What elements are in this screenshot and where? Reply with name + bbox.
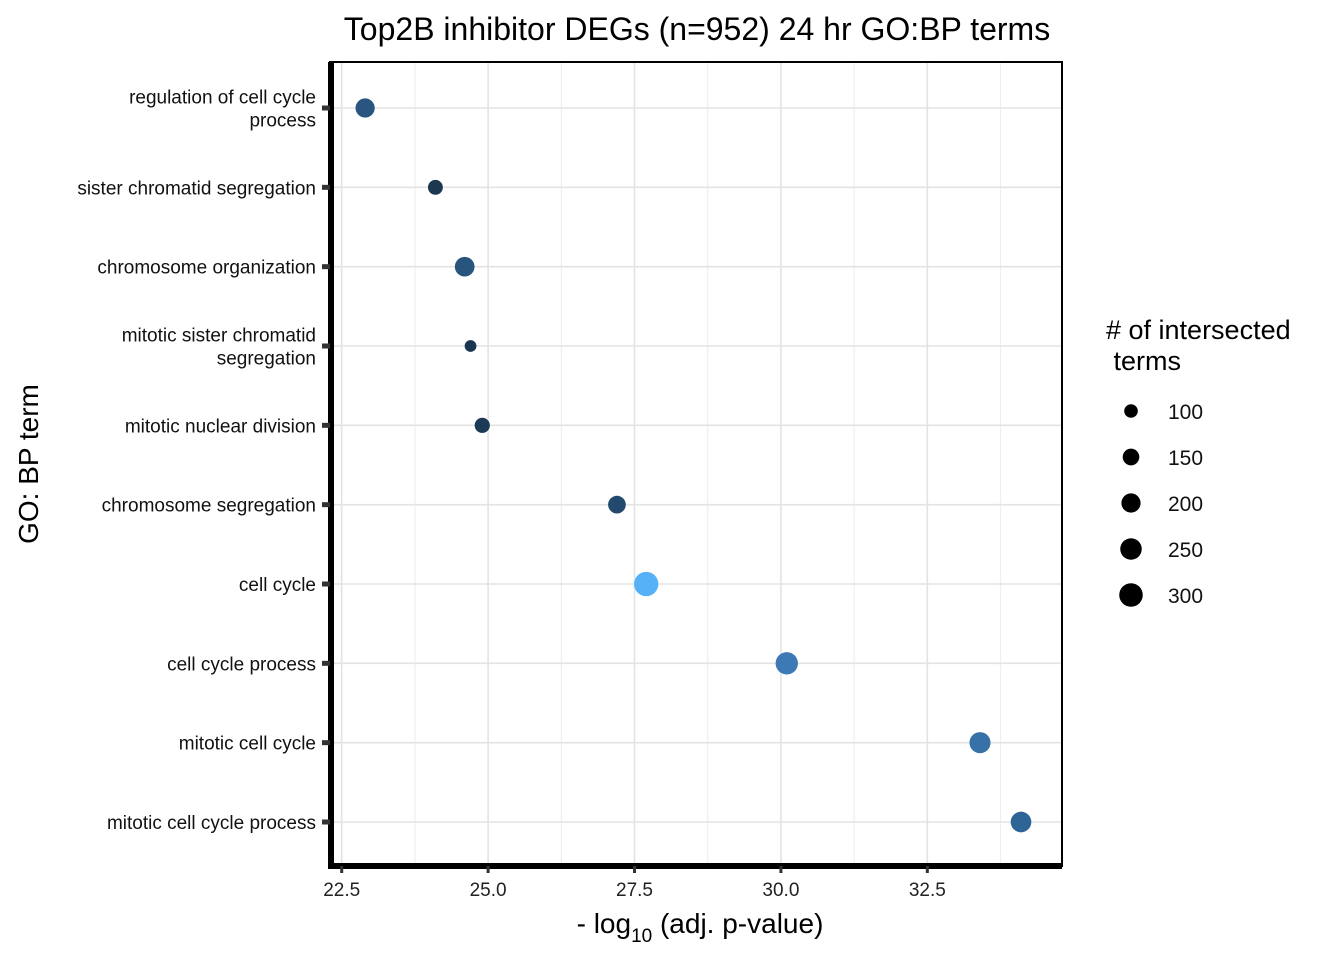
data-point: sister chromatid segregation — [427, 179, 443, 195]
legend-size-key — [1121, 493, 1141, 513]
x-axis-title-subscript: 10 — [631, 926, 652, 947]
legend-size-key — [1122, 448, 1140, 466]
y-tick-label: mitotic cell cycle — [179, 734, 316, 755]
legend-items: 100 150 200 250 300 — [1119, 401, 1203, 608]
legend-size-label: 150 — [1168, 447, 1203, 470]
data-point: chromosome organization — [454, 256, 475, 277]
y-tick-label: chromosome organization — [97, 258, 316, 279]
data-point: cell cycle process — [775, 652, 798, 675]
x-axis-title-suffix: (adj. p-value) — [652, 908, 823, 939]
data-point: mitotic cell cycle — [969, 732, 991, 754]
y-tick-label: mitotic sister chromatid segregation — [122, 326, 316, 370]
y-tick-label: sister chromatid segregation — [77, 178, 316, 199]
y-tick-label: regulation of cell cycle process — [129, 88, 316, 132]
y-tick-label-line: mitotic cell cycle process — [107, 813, 316, 834]
data-point: mitotic cell cycle process — [1010, 811, 1032, 833]
y-tick-label: cell cycle process — [167, 654, 316, 675]
y-tick-label: cell cycle — [239, 575, 316, 596]
legend-size-label: 300 — [1168, 585, 1203, 608]
y-tick-label-line: chromosome segregation — [102, 496, 316, 517]
data-point: regulation of cell cycle process — [355, 98, 375, 118]
size-legend: # of intersected terms 100 150 200 250 300 — [1106, 315, 1291, 608]
x-tick-label: 22.5 — [323, 880, 360, 901]
grid — [330, 62, 1062, 866]
x-tick-label: 32.5 — [909, 880, 946, 901]
y-tick-label: mitotic nuclear division — [125, 416, 316, 437]
x-axis-title-prefix: - log — [577, 908, 631, 939]
y-tick-label: chromosome segregation — [102, 496, 316, 517]
y-tick-label-line: process — [249, 111, 316, 132]
y-tick-label-line: chromosome organization — [97, 258, 316, 279]
data-point: cell cycle — [634, 571, 659, 597]
legend-size-label: 100 — [1168, 401, 1203, 424]
y-tick-label: mitotic cell cycle process — [107, 813, 316, 834]
chart-title: Top2B inhibitor DEGs (n=952) 24 hr GO:BP… — [344, 11, 1050, 47]
y-tick-label-line: mitotic cell cycle — [179, 734, 316, 755]
y-axis-ticks: regulation of cell cycle process sister ch… — [77, 88, 330, 834]
legend-title-line-1: # of intersected — [1106, 315, 1291, 345]
y-tick-label-line: sister chromatid segregation — [77, 178, 316, 199]
data-point: chromosome segregation — [608, 495, 626, 514]
legend-size-key — [1119, 583, 1143, 607]
legend-size-label: 200 — [1168, 493, 1203, 516]
y-axis-title: GO: BP term — [13, 384, 44, 544]
data-points: regulation of cell cycle process sister c… — [355, 98, 1032, 833]
y-tick-label-line: segregation — [217, 349, 316, 370]
data-point: mitotic nuclear division — [474, 417, 490, 433]
y-tick-label-line: mitotic nuclear division — [125, 416, 316, 437]
data-point: mitotic sister chromatid segregation — [464, 340, 477, 352]
legend-title-line-2: terms — [1106, 346, 1181, 376]
y-tick-label-line: cell cycle process — [167, 654, 316, 675]
y-tick-label-line: mitotic sister chromatid — [122, 326, 316, 347]
y-tick-label-line: cell cycle — [239, 575, 316, 596]
legend-size-label: 250 — [1168, 539, 1203, 562]
legend-size-key — [1120, 538, 1142, 560]
x-tick-label: 25.0 — [470, 880, 507, 901]
legend-size-key — [1124, 404, 1138, 418]
y-tick-label-line: regulation of cell cycle — [129, 88, 316, 109]
x-axis-ticks: 22.5 25.0 27.5 30.0 32.5 — [323, 866, 946, 901]
x-tick-label: 27.5 — [616, 880, 653, 901]
x-axis-title: - log10 (adj. p-value) — [577, 908, 824, 947]
x-tick-label: 30.0 — [762, 880, 799, 901]
